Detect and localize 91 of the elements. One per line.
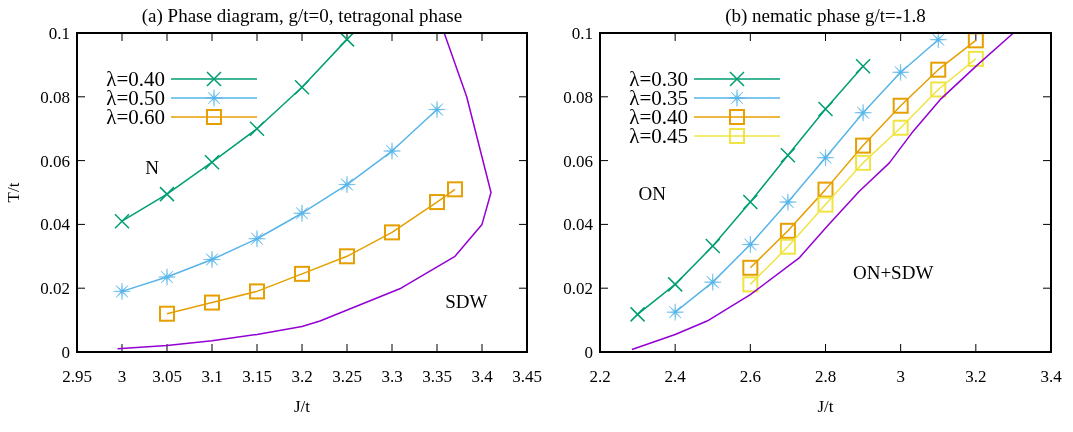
- point: [339, 248, 355, 265]
- x-tick-label: 2.2: [589, 367, 611, 386]
- y-tick-label: 0.1: [571, 24, 593, 43]
- point: [892, 97, 909, 114]
- y-tick-label: 0: [584, 343, 593, 362]
- point: [855, 154, 872, 171]
- point: [667, 276, 683, 293]
- point: [159, 186, 175, 202]
- y-axis-title: T/t: [4, 182, 23, 203]
- point: [741, 235, 759, 254]
- x-axis-title: J/t: [293, 397, 311, 416]
- point: [203, 250, 221, 269]
- point: [930, 61, 947, 78]
- point: [113, 282, 131, 301]
- y-tick-label: 0: [61, 343, 70, 362]
- x-tick-label: 3.05: [152, 367, 182, 386]
- point: [855, 137, 872, 154]
- point: [817, 101, 834, 117]
- x-tick-label: 3.3: [381, 367, 403, 386]
- point: [204, 154, 220, 170]
- point: [666, 303, 684, 321]
- x-tick-label: 3: [896, 367, 905, 386]
- chart-title: (a) Phase diagram, g/t=0, tetragonal phase: [141, 5, 463, 27]
- point: [892, 119, 909, 136]
- annotation: ON+SDW: [852, 262, 934, 284]
- point: [967, 32, 984, 49]
- x-tick-label: 2.6: [739, 367, 761, 386]
- point: [817, 196, 834, 213]
- point: [780, 147, 796, 163]
- point: [339, 31, 355, 48]
- point: [816, 149, 835, 167]
- x-tick-label: 3.35: [422, 367, 452, 386]
- x-tick-label: 3.15: [242, 367, 272, 386]
- x-tick-label: 3.45: [512, 367, 542, 386]
- point: [204, 294, 220, 311]
- y-tick-label: 0.04: [563, 215, 594, 235]
- point: [855, 58, 871, 74]
- point: [779, 222, 796, 239]
- point: [967, 50, 984, 67]
- point: [929, 31, 947, 49]
- point: [158, 268, 176, 286]
- x-tick-label: 3.1: [201, 367, 223, 386]
- point: [249, 283, 265, 300]
- y-tick-label: 0.04: [40, 215, 71, 235]
- point: [742, 276, 759, 293]
- point: [854, 104, 872, 122]
- x-tick-label: 3: [117, 367, 127, 386]
- point: [428, 100, 446, 119]
- x-tick-label: 3.25: [332, 367, 362, 386]
- point: [249, 120, 265, 137]
- point: [383, 142, 401, 160]
- y-tick-label: 0.08: [563, 87, 593, 107]
- point: [384, 224, 400, 241]
- point: [705, 238, 721, 254]
- point: [294, 265, 310, 282]
- y-tick-label: 0.08: [40, 87, 70, 107]
- y-tick-label: 0.06: [563, 151, 593, 171]
- x-tick-label: 3.4: [1040, 367, 1063, 386]
- y-tick-label: 0.02: [40, 279, 70, 299]
- point: [930, 81, 947, 98]
- point: [742, 194, 759, 210]
- x-axis-title: J/t: [817, 397, 834, 416]
- y-tick-label: 0.02: [563, 279, 593, 299]
- point: [629, 306, 646, 323]
- annotation: ON: [638, 182, 667, 204]
- x-tick-label: 3.4: [471, 367, 494, 386]
- point: [294, 79, 310, 95]
- x-tick-label: 2.95: [62, 367, 92, 386]
- point: [447, 181, 463, 198]
- point: [114, 213, 130, 229]
- point: [248, 230, 266, 248]
- point: [779, 193, 797, 211]
- point: [779, 238, 796, 255]
- x-tick-label: 3.2: [965, 367, 987, 386]
- point: [429, 194, 445, 211]
- x-tick-label: 2.8: [814, 367, 837, 386]
- point: [704, 273, 722, 291]
- point: [742, 259, 759, 276]
- point: [159, 305, 175, 322]
- line-series: [631, 32, 1015, 351]
- point: [817, 181, 834, 198]
- annotation: N: [145, 156, 160, 178]
- x-tick-label: 3.2: [291, 367, 313, 386]
- y-tick-label: 0.06: [40, 151, 70, 171]
- y-tick-label: 0.1: [48, 24, 70, 43]
- point: [892, 63, 910, 81]
- point: [293, 204, 311, 222]
- chart-title: (b) nematic phase g/t=-1.8: [725, 5, 926, 27]
- annotation: SDW: [445, 290, 488, 312]
- point: [338, 175, 356, 194]
- x-tick-label: 2.4: [664, 367, 687, 386]
